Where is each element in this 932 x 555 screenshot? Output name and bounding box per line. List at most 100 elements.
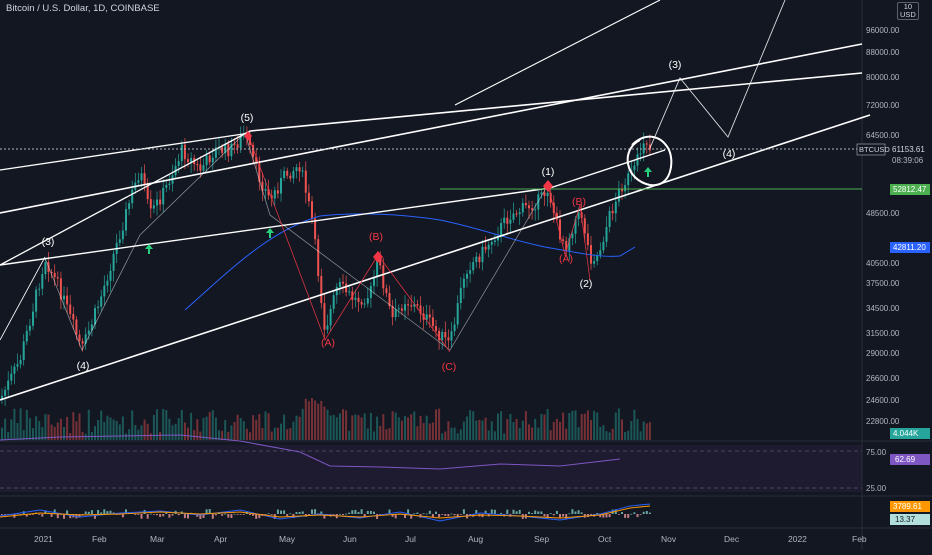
candle-body	[25, 330, 28, 342]
macd-bar	[28, 514, 31, 515]
macd-bar	[255, 514, 258, 519]
macd-orange-text: 3789.61	[893, 502, 922, 511]
candle-body	[100, 296, 103, 307]
volume-bar	[218, 430, 220, 440]
time-axis[interactable]: 2021 Feb Mar Apr May Jun Jul Aug Sep Oct…	[34, 534, 867, 544]
candle-body	[255, 156, 258, 163]
volume-bar	[249, 432, 251, 440]
green-level-text: 52812.47	[893, 185, 927, 194]
candle-body	[239, 135, 242, 148]
red-abc-wave-2	[547, 184, 591, 281]
volume-bar	[366, 428, 369, 440]
volume-bar	[199, 431, 202, 440]
volume-bar	[174, 423, 177, 440]
volume-bar	[360, 417, 363, 440]
candle-body	[128, 203, 131, 210]
macd-bar	[543, 514, 546, 517]
macd-bar	[121, 514, 124, 518]
price-tick: 22800.00	[866, 417, 900, 426]
macd-bar	[165, 512, 168, 514]
symbol-badge-text: BTCUSD	[859, 145, 890, 154]
macd-bar	[149, 513, 152, 515]
macd-bar	[252, 514, 255, 516]
time-label: Oct	[598, 534, 612, 544]
volume-bar	[466, 416, 468, 440]
macd-bar	[493, 509, 496, 514]
candle-body	[487, 244, 490, 250]
macd-bar	[565, 514, 568, 519]
macd-bar	[137, 514, 140, 515]
candle-body	[94, 308, 96, 325]
candle-body	[152, 205, 155, 209]
candle-body	[419, 305, 422, 314]
macd-bar	[459, 514, 462, 515]
candle-body	[608, 210, 611, 227]
candle-body	[224, 143, 227, 153]
candle-body	[593, 261, 596, 264]
candle-body	[354, 297, 357, 300]
macd-bar	[267, 513, 270, 515]
candle-body	[562, 239, 565, 241]
macd-bar	[338, 513, 341, 515]
candle-body	[289, 175, 292, 179]
macd-bar	[283, 510, 286, 514]
time-label: May	[279, 534, 296, 544]
volume-bar	[562, 412, 565, 440]
volume-bar	[118, 424, 121, 440]
volume-bar	[28, 418, 31, 440]
volume-bar	[32, 428, 34, 440]
macd-bar	[621, 512, 623, 514]
macd-bar	[230, 514, 233, 518]
volume-bar	[425, 415, 428, 440]
volume-bar	[342, 409, 344, 440]
volume-bar	[382, 414, 385, 440]
volume-bar	[115, 420, 118, 440]
candle-body	[140, 173, 143, 181]
volume-bar	[580, 413, 583, 440]
macd-bar	[379, 514, 382, 515]
candle-body	[357, 297, 360, 302]
candle-body	[72, 314, 75, 320]
candle-body	[103, 285, 106, 297]
candle-body	[338, 281, 341, 287]
volume-bar	[38, 421, 41, 440]
macd-bar	[642, 511, 645, 514]
macd-bar	[376, 514, 379, 519]
currency-box[interactable]: 10 USD	[897, 2, 919, 20]
macd-bar	[354, 509, 357, 514]
countdown-text: 08:39:06	[892, 156, 924, 165]
macd-bar	[214, 514, 217, 516]
rsi-tick: 75.00	[866, 448, 887, 457]
volume-bar	[156, 409, 158, 440]
wave-label-b1: (B)	[369, 231, 383, 243]
red-markers	[244, 131, 553, 263]
volume-bar	[521, 420, 524, 440]
candle-body	[611, 210, 614, 214]
macd-bar	[50, 514, 53, 517]
macd-bar	[608, 514, 611, 518]
macd-bar	[528, 511, 530, 514]
candle-body	[490, 241, 493, 245]
volume-bar	[394, 412, 397, 440]
volume-bar	[44, 414, 47, 440]
price-axis[interactable]: 96000.00 88000.00 80000.00 72000.00 6450…	[866, 26, 900, 493]
volume-bar	[574, 410, 577, 440]
macd-bar	[568, 513, 571, 515]
macd-bar	[323, 514, 326, 519]
volume-bar	[19, 408, 22, 440]
volume-bar	[428, 423, 431, 440]
macd-bar	[490, 509, 493, 514]
volume-bar	[152, 414, 155, 440]
volume-bar	[478, 419, 481, 440]
candle-body	[227, 143, 230, 157]
candle-body	[59, 278, 62, 300]
candle-body	[149, 199, 152, 209]
macd-bar	[187, 514, 189, 519]
wave-label-3b: (3)	[669, 59, 682, 71]
volume-bar	[301, 408, 304, 440]
candle-body	[543, 192, 546, 196]
volume-bar	[590, 420, 592, 440]
candle-body	[404, 304, 406, 311]
